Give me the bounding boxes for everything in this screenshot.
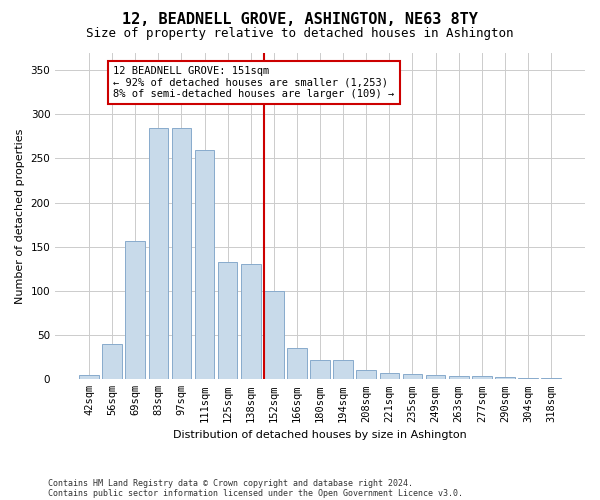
Text: Contains HM Land Registry data © Crown copyright and database right 2024.: Contains HM Land Registry data © Crown c… — [48, 478, 413, 488]
Bar — [380, 373, 399, 380]
Bar — [241, 264, 260, 380]
Text: 12 BEADNELL GROVE: 151sqm
← 92% of detached houses are smaller (1,253)
8% of sem: 12 BEADNELL GROVE: 151sqm ← 92% of detac… — [113, 66, 395, 99]
X-axis label: Distribution of detached houses by size in Ashington: Distribution of detached houses by size … — [173, 430, 467, 440]
Bar — [218, 262, 238, 380]
Bar — [310, 360, 330, 380]
Text: 12, BEADNELL GROVE, ASHINGTON, NE63 8TY: 12, BEADNELL GROVE, ASHINGTON, NE63 8TY — [122, 12, 478, 28]
Bar — [518, 378, 538, 380]
Bar — [449, 376, 469, 380]
Bar — [172, 128, 191, 380]
Bar — [472, 376, 491, 380]
Bar — [403, 374, 422, 380]
Bar — [125, 240, 145, 380]
Bar — [495, 376, 515, 380]
Bar — [426, 375, 445, 380]
Bar — [195, 150, 214, 380]
Bar — [287, 348, 307, 380]
Bar — [356, 370, 376, 380]
Bar — [541, 378, 561, 380]
Bar — [334, 360, 353, 380]
Bar — [103, 344, 122, 380]
Text: Size of property relative to detached houses in Ashington: Size of property relative to detached ho… — [86, 28, 514, 40]
Bar — [264, 291, 284, 380]
Bar — [79, 375, 99, 380]
Bar — [149, 128, 168, 380]
Text: Contains public sector information licensed under the Open Government Licence v3: Contains public sector information licen… — [48, 488, 463, 498]
Y-axis label: Number of detached properties: Number of detached properties — [15, 128, 25, 304]
